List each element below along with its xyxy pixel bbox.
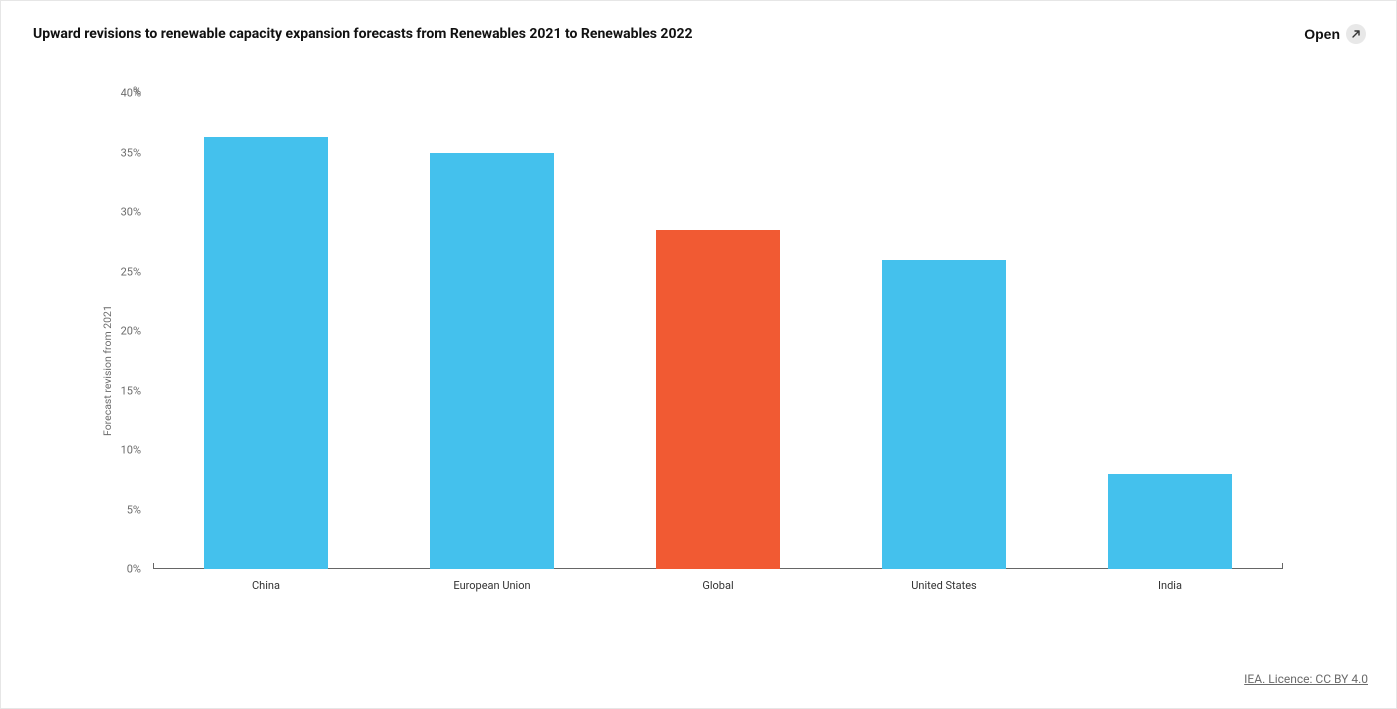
y-tick-label: 35% xyxy=(81,146,141,159)
y-tick-label: 25% xyxy=(81,265,141,278)
open-button[interactable]: Open xyxy=(1298,23,1372,45)
bar xyxy=(882,260,1006,569)
axis-tick-left xyxy=(153,563,154,569)
licence-link[interactable]: IEA. Licence: CC BY 4.0 xyxy=(1244,672,1368,686)
bar xyxy=(656,230,780,569)
x-tick-label: European Union xyxy=(453,579,530,592)
expand-icon xyxy=(1346,24,1366,44)
chart-title: Upward revisions to renewable capacity e… xyxy=(33,26,693,42)
chart-header: Upward revisions to renewable capacity e… xyxy=(33,23,1372,45)
chart-panel: Upward revisions to renewable capacity e… xyxy=(0,0,1397,709)
axis-tick-right xyxy=(1282,563,1283,569)
x-tick-label: United States xyxy=(911,579,976,592)
x-tick-label: India xyxy=(1158,579,1182,592)
bar xyxy=(1108,474,1232,569)
x-tick-label: Global xyxy=(702,579,733,592)
x-tick-label: China xyxy=(252,579,280,592)
chart-plot: %0%5%10%15%20%25%30%35%40%Forecast revis… xyxy=(83,93,1295,595)
plot-area xyxy=(153,93,1283,569)
bar xyxy=(204,137,328,569)
y-tick-label: 10% xyxy=(81,444,141,457)
bar xyxy=(430,153,554,570)
open-button-label: Open xyxy=(1304,26,1340,42)
y-tick-label: 5% xyxy=(81,503,141,516)
y-tick-label: 0% xyxy=(81,563,141,576)
y-tick-label: 30% xyxy=(81,206,141,219)
y-tick-label: 40% xyxy=(81,87,141,100)
y-axis-title: Forecast revision from 2021 xyxy=(101,305,114,436)
